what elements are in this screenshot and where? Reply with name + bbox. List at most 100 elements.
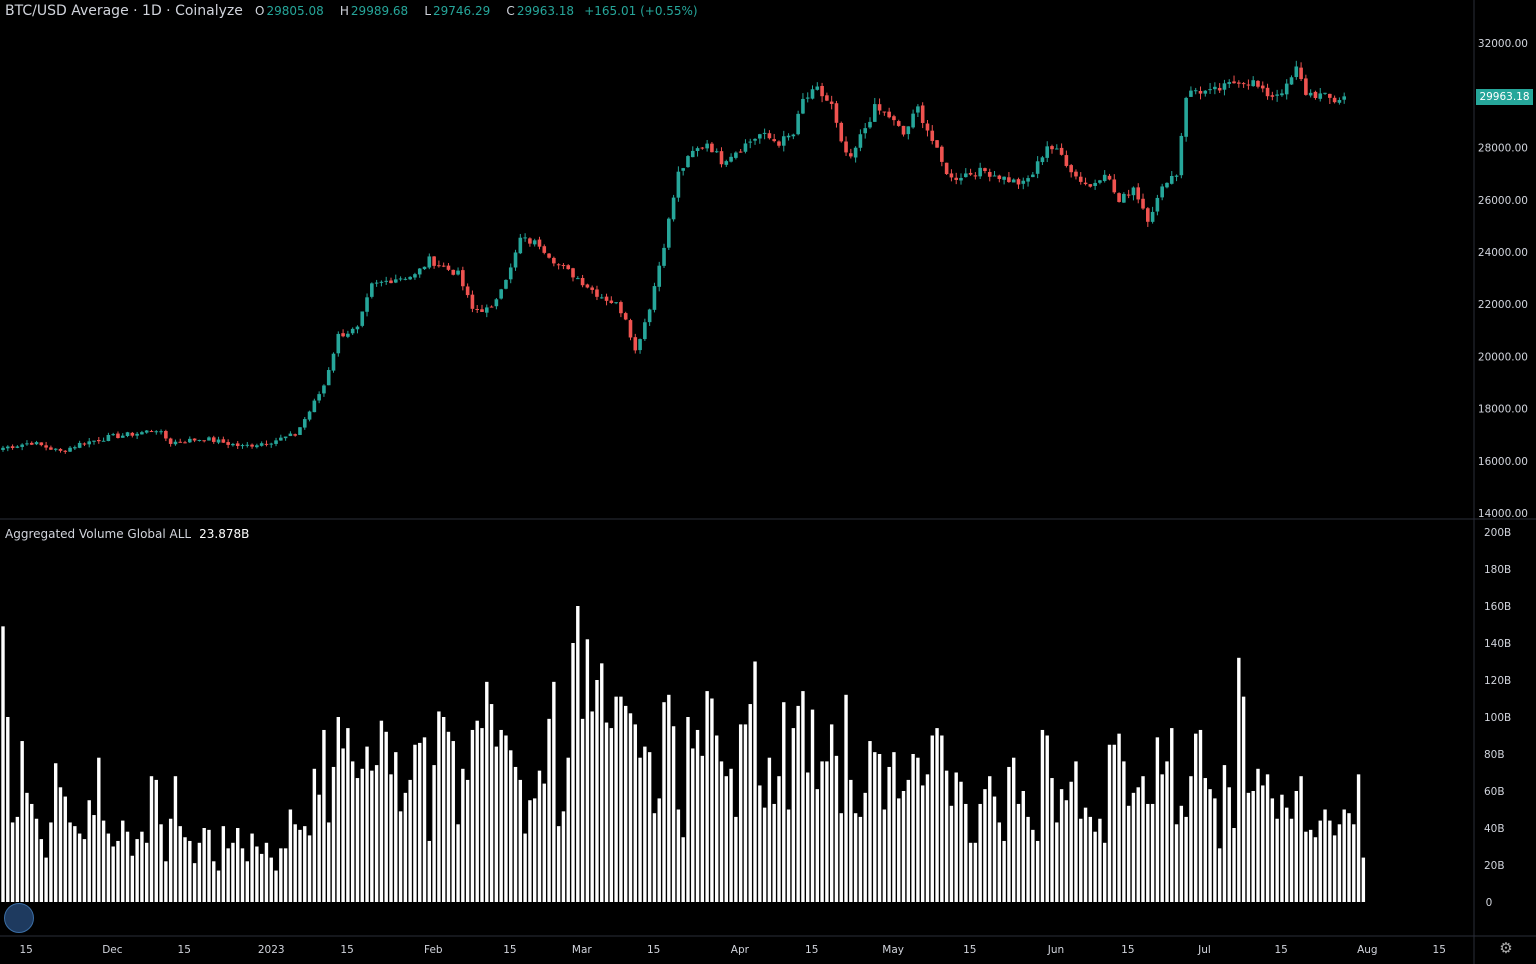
price-tick-label: 20000.00 <box>1478 351 1528 363</box>
price-candle <box>777 140 781 148</box>
price-candle <box>1313 90 1318 100</box>
price-candle <box>159 429 163 435</box>
volume-bar <box>949 805 954 902</box>
volume-bars <box>1 606 1366 902</box>
price-candle <box>370 282 374 299</box>
volume-bar <box>1251 791 1255 902</box>
volume-bar <box>331 766 336 902</box>
price-tick-label: 26000.00 <box>1478 195 1528 207</box>
price-candle <box>192 438 197 443</box>
volume-bar <box>1332 835 1337 902</box>
volume-bar <box>628 713 633 902</box>
price-candle <box>1284 79 1289 100</box>
volume-bar <box>283 848 288 902</box>
price-candle <box>758 133 762 144</box>
volume-bar <box>1069 781 1073 902</box>
volume-bar <box>312 768 317 902</box>
price-candle <box>513 249 518 271</box>
volume-bar <box>1217 848 1222 902</box>
ohlc-open-label: O <box>255 4 265 18</box>
volume-bar <box>298 829 302 902</box>
volume-bar <box>422 737 427 902</box>
symbol-title: BTC/USD Average · 1D · Coinalyze <box>5 3 243 19</box>
price-candle <box>1342 92 1346 104</box>
volume-bar <box>724 776 728 902</box>
price-candle <box>202 440 206 443</box>
volume-bar <box>58 787 63 902</box>
volume-bar <box>15 816 20 902</box>
time-tick-label: 15 <box>963 944 976 956</box>
volume-bar <box>77 833 82 902</box>
volume-bar <box>748 704 752 902</box>
price-candle <box>748 138 753 149</box>
price-candle <box>1174 174 1179 182</box>
volume-bar <box>6 717 10 902</box>
volume-bar <box>844 694 848 902</box>
price-candle <box>49 445 53 450</box>
price-candle <box>542 244 547 255</box>
price-candle <box>532 238 537 247</box>
price-candle <box>470 290 475 313</box>
volume-bar <box>398 811 403 902</box>
volume-bar <box>782 702 786 902</box>
price-candle <box>1241 82 1246 88</box>
volume-bar <box>1055 822 1059 902</box>
time-tick-label: Feb <box>424 944 443 956</box>
volume-bar <box>1170 728 1174 902</box>
volume-bar <box>537 770 542 902</box>
volume-bar <box>274 870 278 902</box>
volume-bar <box>1074 761 1078 902</box>
price-candle <box>207 436 211 441</box>
price-candle <box>690 146 695 158</box>
gear-icon[interactable]: ⚙ <box>1499 939 1513 957</box>
volume-bar <box>1059 789 1064 902</box>
price-candle <box>29 441 34 446</box>
volume-bar <box>873 752 877 902</box>
price-candle <box>120 433 125 438</box>
price-candle <box>1126 189 1131 199</box>
price-candle <box>1189 86 1193 97</box>
price-candle <box>446 263 451 272</box>
time-tick-label: 15 <box>19 944 32 956</box>
price-candle <box>403 277 408 281</box>
volume-bar <box>772 803 776 902</box>
volume-bar <box>408 779 412 902</box>
price-candle <box>183 440 187 444</box>
volume-bar <box>1227 787 1231 902</box>
volume-bar <box>288 809 293 902</box>
price-candle <box>1141 193 1145 210</box>
coinalyze-logo-icon[interactable] <box>4 903 34 933</box>
price-candle <box>494 298 499 310</box>
time-tick-label: Mar <box>572 944 592 956</box>
volume-bar <box>1122 761 1126 902</box>
price-candle <box>992 171 997 177</box>
price-candle <box>901 125 906 137</box>
volume-bar <box>906 779 911 902</box>
volume-bar <box>1194 733 1198 902</box>
volume-bar <box>25 792 29 902</box>
volume-bar <box>1342 809 1346 902</box>
price-candle <box>561 263 566 270</box>
price-candle <box>1083 177 1088 186</box>
volume-bar <box>164 861 168 902</box>
volume-bar <box>758 785 762 902</box>
volume-bar <box>236 828 240 902</box>
volume-bar <box>1136 787 1140 902</box>
price-candle <box>892 114 896 126</box>
price-candle <box>829 95 834 110</box>
price-candle <box>283 436 288 441</box>
volume-bar <box>389 774 393 902</box>
volume-bar <box>920 785 925 902</box>
price-candle <box>1031 171 1035 178</box>
volume-bar <box>413 744 417 902</box>
volume-bar <box>1328 820 1332 902</box>
price-candle <box>1246 79 1251 90</box>
price-candle <box>1122 192 1126 203</box>
time-tick-label: 2023 <box>258 944 285 956</box>
volume-bar <box>1098 818 1102 902</box>
volume-bar <box>959 781 963 902</box>
price-tick-label: 22000.00 <box>1478 299 1528 311</box>
price-candle <box>245 442 250 448</box>
price-candle <box>20 443 24 451</box>
